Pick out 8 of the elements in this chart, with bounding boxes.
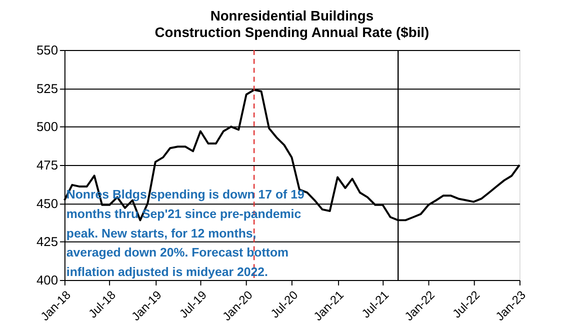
y-tick-label: 425 [36,234,58,250]
chart-title: Nonresidential Buildings Construction Spending Annual Rate ($bil) [154,7,430,40]
y-tick-label: 450 [36,196,58,211]
y-tick-label: 500 [36,119,58,134]
y-tick-label: 525 [36,80,58,96]
y-tick-label: 550 [36,42,58,58]
y-tick-label: 400 [36,272,58,288]
y-tick-label: 475 [36,157,58,172]
